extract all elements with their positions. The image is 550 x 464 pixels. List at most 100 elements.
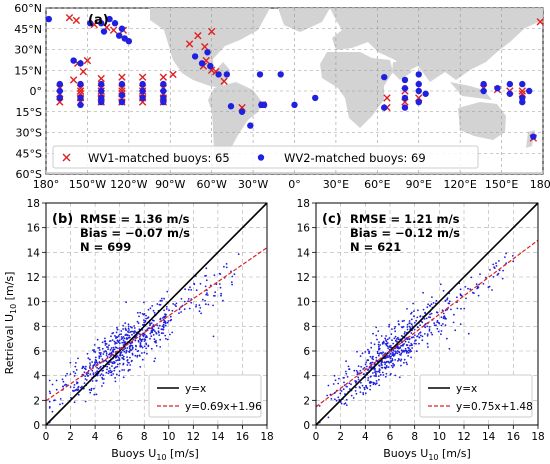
scatter-point (101, 370, 104, 372)
scatter-point (436, 321, 438, 324)
scatter-point (175, 302, 178, 305)
scatter-point (231, 283, 234, 286)
scatter-point (367, 368, 370, 371)
scatter-point (164, 324, 167, 327)
scatter-point (355, 386, 357, 389)
continents-background (46, 8, 543, 174)
scatter-point (405, 349, 408, 352)
scatter-point (165, 308, 168, 310)
scatter-point (112, 351, 115, 353)
scatter-point (346, 376, 349, 378)
scatter-point (407, 341, 410, 343)
scatter-point (406, 323, 409, 326)
scatter-point (423, 318, 426, 320)
map-tick-labels: 180° 150°W 120°W 90°W 60°W 30°W 0° 30°E 60°E 90°E… (14, 2, 550, 191)
scatter-point (109, 352, 111, 355)
identity-line (315, 202, 539, 426)
scatter-point (74, 372, 77, 375)
panel-label: (b) (52, 212, 73, 227)
x-tick-label: 14 (211, 431, 225, 443)
legend-wv1-label: WV1-matched buoys: 65 (88, 151, 230, 165)
scatter-point (110, 374, 113, 377)
scatter-point (69, 386, 72, 388)
scatter-point (113, 340, 116, 343)
scatter-point (385, 372, 388, 375)
scatter-point (355, 392, 358, 395)
y-tick-label: 0 (33, 420, 40, 432)
buoy-marker-wv1 (109, 26, 118, 34)
scatter-point (373, 375, 376, 377)
scatter-point (205, 267, 208, 270)
scatter-point (489, 269, 491, 271)
scatter-point (364, 363, 367, 366)
scatter-point (377, 343, 380, 346)
scatter-point (113, 367, 116, 370)
scatter-b-x-axis-label: Buoys U10 [m/s] (111, 447, 198, 462)
scatter-point (122, 328, 124, 330)
buoy-marker-wv1 (159, 73, 168, 81)
scatter-point (114, 366, 117, 368)
scatter-point (428, 330, 431, 332)
scatter-point (101, 347, 104, 350)
scatter-point (204, 285, 207, 288)
scatter-point (369, 362, 372, 365)
buoy-marker-wv2 (422, 90, 429, 97)
scatter-point (403, 319, 405, 322)
scatter-point (110, 335, 112, 338)
stats-text: Bias = −0.12 m/s (350, 226, 460, 240)
scatter-point (111, 339, 114, 341)
scatter-point (415, 350, 418, 353)
scatter-point (389, 361, 392, 364)
scatter-point (131, 333, 133, 336)
scatter-point (407, 355, 409, 357)
panel-c-scatter: 0 2 4 6 8 10 12 14 16 18 0 2 4 6 8 10 12 14 16 18 (c) RMSE = … (297, 198, 545, 443)
scatter-point (159, 338, 162, 341)
y-tick-label: 2 (303, 395, 310, 407)
scatter-point (394, 359, 396, 361)
buoy-marker-wv2 (381, 104, 388, 111)
scatter-point (378, 364, 380, 367)
scatter-point (133, 332, 135, 335)
scatter-point (166, 290, 169, 293)
buoy-marker-wv2 (291, 101, 298, 109)
scatter-point (421, 339, 424, 342)
legend-wv2-marker (257, 154, 265, 161)
plot-frame (45, 202, 268, 426)
buoy-marker-wv2 (70, 57, 77, 64)
scatter-point (357, 378, 360, 381)
scatter-point (129, 326, 132, 328)
scatter-point (156, 303, 159, 305)
map-y-tick-label: 60°S (16, 168, 42, 181)
scatter-point (408, 349, 410, 352)
scatter-point (363, 367, 366, 369)
scatter-point (121, 341, 124, 344)
scatter-point (359, 391, 362, 393)
map-x-tick-label: 150°E (485, 178, 518, 191)
scatter-point (383, 341, 385, 344)
scatter-point (93, 387, 95, 390)
scatter-points (48, 253, 240, 424)
scatter-point (124, 334, 127, 336)
scatter-point (334, 398, 336, 401)
scatter-point (187, 288, 190, 291)
scatter-point (511, 255, 514, 257)
scatter-point (84, 400, 87, 403)
scatter-point (403, 361, 405, 364)
scatter-point (218, 283, 221, 285)
buoy-marker-wv2 (106, 15, 113, 23)
buoy-marker-wv2 (198, 60, 206, 67)
scatter-point (73, 401, 76, 404)
scatter-point (84, 365, 87, 368)
scatter-point (89, 391, 92, 394)
scatter-point (339, 392, 342, 395)
scatter-point (459, 288, 462, 291)
scatter-point (212, 335, 215, 338)
scatter-point (90, 387, 93, 390)
scatter-point (116, 339, 119, 342)
scatter-point (428, 316, 430, 318)
scatter-point (53, 399, 55, 402)
buoy-marker-wv1 (79, 67, 87, 76)
scatter-point (369, 385, 372, 387)
buoy-marker-wv2 (139, 80, 146, 88)
map-y-tick-label: 30°S (16, 127, 42, 140)
